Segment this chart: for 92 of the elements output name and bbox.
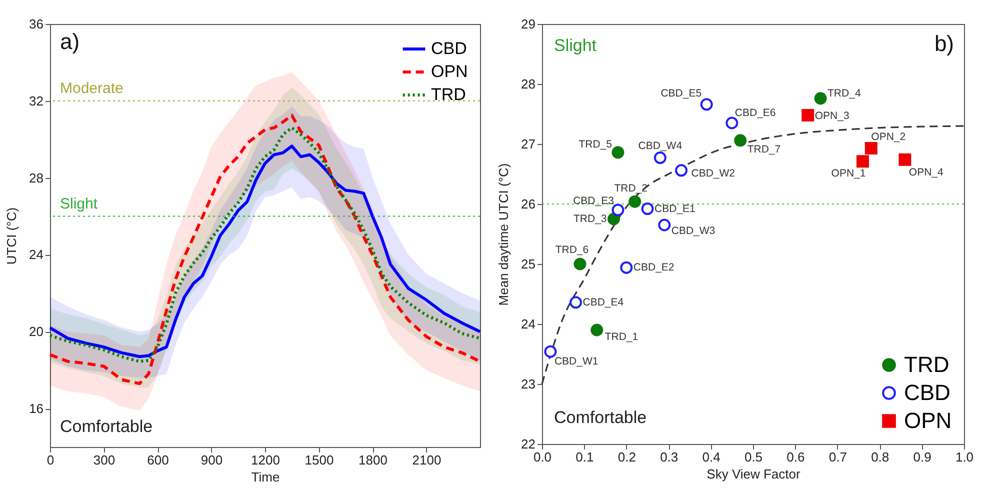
annotation: OPN_3 [814, 110, 850, 122]
annotation: CBD_E5 [660, 87, 702, 100]
x-tick-label: 0.7 [828, 450, 847, 464]
point [814, 92, 827, 105]
y-tick-label: 29 [521, 16, 536, 32]
point [856, 155, 869, 168]
y-tick-label: 16 [29, 401, 44, 416]
annotation: TRD_3 [573, 213, 607, 225]
annotation: TRD_5 [578, 138, 612, 150]
annotation: b) [934, 31, 954, 56]
annotation: CBD_E4 [582, 296, 624, 308]
x-tick-label: 900 [200, 452, 223, 468]
y-tick-label: 32 [29, 93, 44, 108]
annotation: Comfortable [60, 417, 153, 436]
annotation: a) [60, 29, 80, 54]
line-series [541, 125, 965, 385]
annotation: CBD_W1 [554, 356, 598, 368]
annotation: OPN_1 [831, 167, 866, 180]
x-tick-label: 0.8 [871, 450, 890, 464]
point [628, 195, 642, 208]
legend-label: TRD [431, 85, 466, 104]
annotation: TRD_6 [555, 244, 589, 256]
legend-label: CBD [431, 39, 467, 58]
annotation: OPN_2 [871, 131, 906, 144]
legend-label: TRD [904, 352, 950, 377]
annotation: OPN_4 [908, 166, 944, 179]
point [654, 152, 666, 164]
x-tick-label: 0.2 [618, 450, 636, 464]
x-axis-title: Time [251, 470, 280, 484]
x-tick-label: 1200 [251, 452, 280, 468]
x-axis-title: Sky View Factor [706, 466, 802, 482]
y-tick-label: 23 [521, 376, 536, 392]
annotation: CBD_E3 [573, 195, 614, 207]
point [590, 324, 604, 336]
ref-line-label: Moderate [60, 80, 124, 97]
point [864, 142, 878, 154]
annotation: Comfortable [554, 408, 647, 427]
annotation: TRD_7 [747, 143, 781, 156]
point [574, 258, 586, 270]
x-tick-label: 0.0 [533, 450, 552, 464]
point [620, 261, 633, 274]
y-axis-title: Mean daytime UTCI (°C) [496, 163, 512, 306]
y-tick-label: 20 [29, 324, 44, 340]
annotation: CBD_E2 [633, 262, 674, 274]
legend-label: OPN [904, 408, 952, 433]
x-tick-label: 1500 [304, 452, 334, 468]
point [675, 164, 688, 177]
annotation: Slight [554, 36, 597, 55]
x-tick-label: 2100 [412, 452, 442, 468]
y-tick-label: 24 [29, 247, 44, 262]
annotation: CBD_W2 [691, 167, 736, 180]
point [658, 218, 671, 232]
annotation: TRD_4 [828, 87, 861, 100]
x-tick-label: 0.4 [702, 450, 720, 464]
point [544, 345, 557, 358]
y-tick-label: 27 [521, 136, 536, 152]
ref-line-label: Slight [60, 195, 98, 212]
x-tick-label: 1.0 [955, 450, 974, 464]
x-tick-label: 600 [147, 452, 169, 468]
point [607, 212, 620, 226]
annotation: CBD_W4 [638, 140, 682, 152]
annotation: CBD_E6 [734, 107, 776, 119]
point [734, 134, 747, 147]
point [641, 202, 654, 216]
legend-label: OPN [431, 62, 468, 81]
annotation: CBD_W3 [671, 225, 716, 237]
y-tick-label: 36 [29, 16, 44, 32]
y-tick-label: 28 [521, 76, 536, 92]
point [700, 98, 713, 111]
y-tick-label: 25 [521, 256, 536, 272]
point [726, 116, 738, 130]
x-tick-label: 1800 [358, 452, 388, 468]
annotation: CBD_E1 [654, 202, 696, 215]
point [898, 153, 912, 166]
y-tick-label: 22 [521, 436, 536, 452]
y-axis-title: UTCI (°C) [4, 207, 20, 265]
x-tick-label: 300 [93, 452, 116, 468]
y-tick-label: 24 [521, 316, 536, 332]
x-tick-label: 0.6 [786, 450, 805, 464]
point [802, 108, 814, 122]
x-tick-label: 0.9 [913, 450, 932, 464]
x-tick-label: 0 [46, 452, 54, 468]
x-tick-label: 0.3 [660, 450, 678, 464]
y-tick-label: 28 [29, 170, 44, 186]
annotation: TRD_1 [604, 331, 638, 343]
point [612, 204, 624, 216]
x-tick-label: 0.1 [576, 450, 594, 464]
y-tick-label: 26 [521, 196, 536, 212]
point [570, 296, 582, 309]
point [612, 146, 624, 159]
legend-label: CBD [904, 380, 950, 405]
x-tick-label: 0.5 [744, 450, 763, 464]
